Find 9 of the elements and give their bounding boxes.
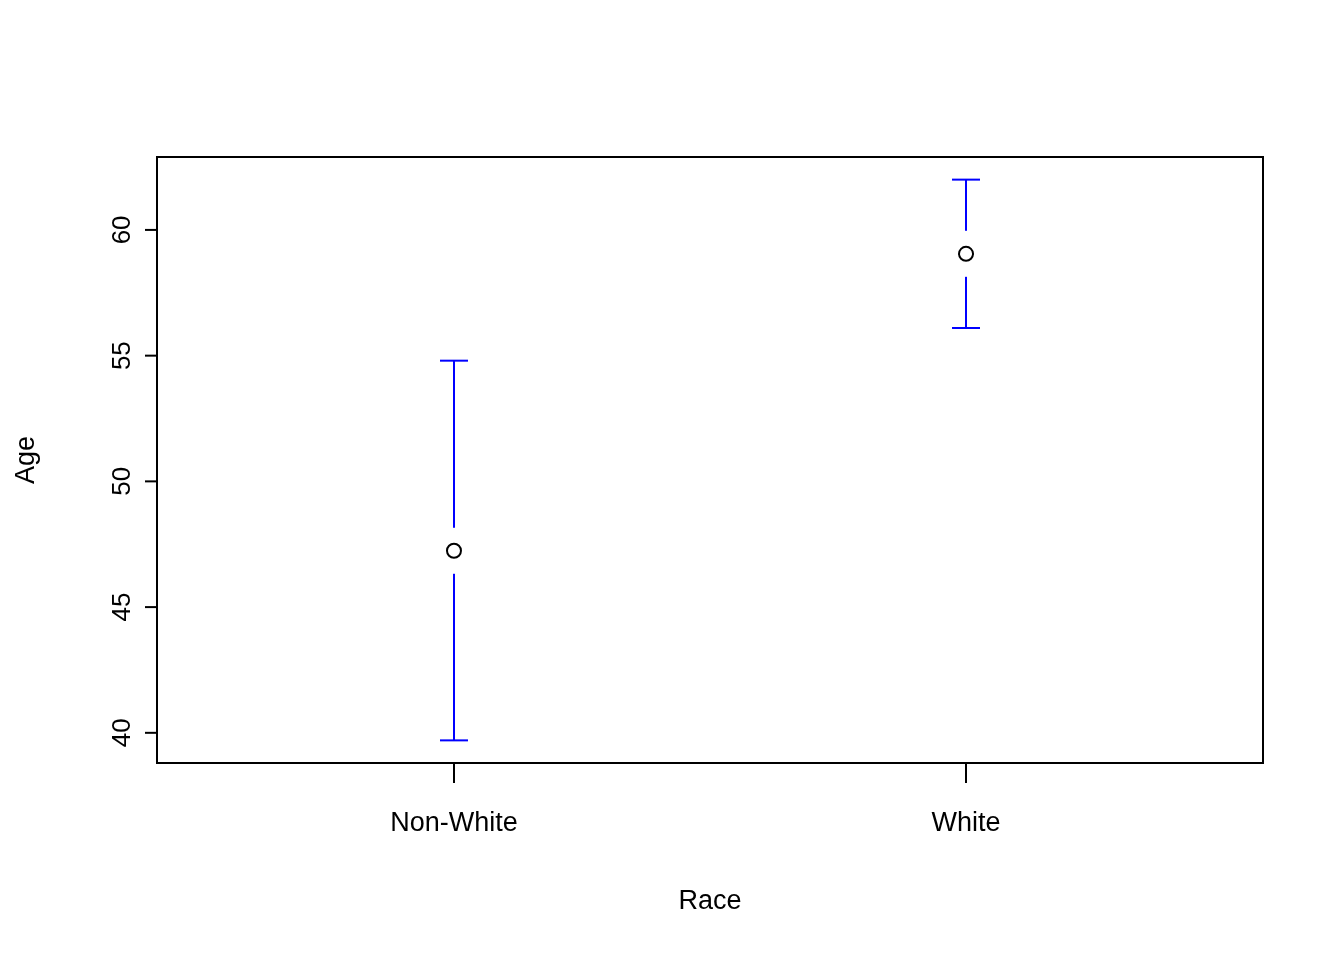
y-tick-label: 45 <box>106 592 136 622</box>
y-axis-title: Age <box>10 435 40 485</box>
y-tick-label: 50 <box>106 466 136 496</box>
x-tick-label: White <box>931 807 1001 837</box>
y-tick-label: 55 <box>106 341 136 371</box>
x-tick-label: Non-White <box>390 807 518 837</box>
x-axis-title: Race <box>678 885 742 915</box>
y-tick-label: 60 <box>106 215 136 245</box>
y-tick-label: 40 <box>106 718 136 748</box>
